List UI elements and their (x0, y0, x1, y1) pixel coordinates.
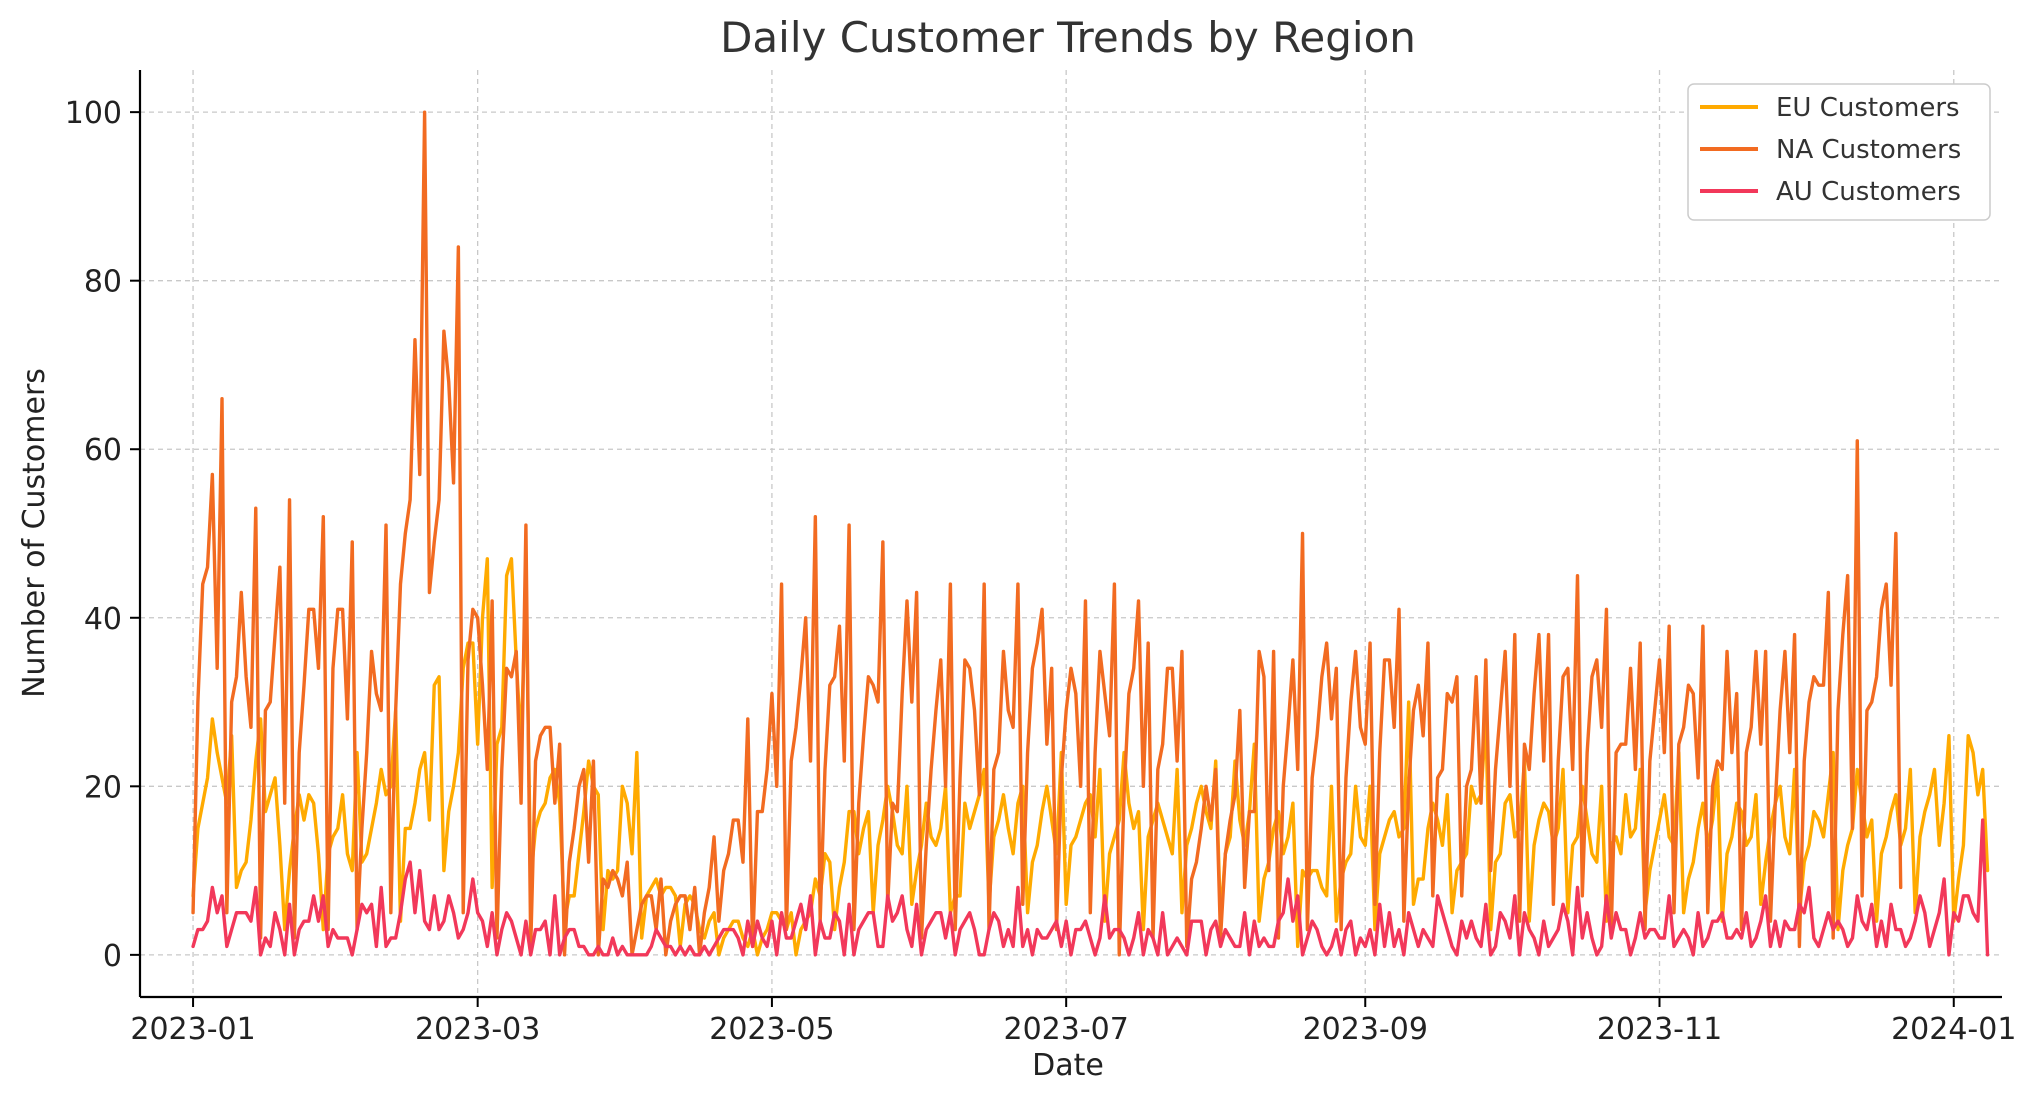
y-tick-label: 40 (84, 602, 122, 637)
legend-label: NA Customers (1776, 135, 1961, 165)
x-tick-label: 2023-11 (1597, 1012, 1722, 1047)
chart-title: Daily Customer Trends by Region (720, 13, 1416, 62)
series-line-au-customers (191, 818, 1990, 957)
x-tick-label: 2023-05 (709, 1012, 834, 1047)
legend: EU Customers NA Customers AU Customers (1687, 83, 1991, 221)
legend-box (1687, 83, 1991, 221)
x-axis-label: Date (1032, 1048, 1104, 1083)
axes (138, 70, 2002, 999)
y-tick-label: 100 (65, 96, 122, 131)
legend-label: AU Customers (1776, 177, 1961, 207)
y-axis-label: Number of Customers (17, 368, 52, 698)
series-layer (191, 110, 1990, 957)
tick-layer: 0 20 40 60 80 100 2023-01 2023-03 2023-05 2023-07… (65, 96, 2017, 1047)
series-line-eu-customers (191, 557, 1990, 957)
x-tick-label: 2023-01 (130, 1012, 255, 1047)
x-tick-label: 2023-03 (415, 1012, 540, 1047)
y-tick-label: 20 (84, 770, 122, 805)
x-tick-label: 2023-07 (1003, 1012, 1128, 1047)
legend-label: EU Customers (1776, 93, 1960, 123)
y-tick-label: 60 (84, 433, 122, 468)
y-tick-label: 80 (84, 265, 122, 300)
x-tick-label: 2023-09 (1303, 1012, 1428, 1047)
y-tick-label: 0 (103, 939, 122, 974)
x-tick-label: 2024-01 (1891, 1012, 2016, 1047)
series-line-na-customers (191, 110, 1903, 957)
